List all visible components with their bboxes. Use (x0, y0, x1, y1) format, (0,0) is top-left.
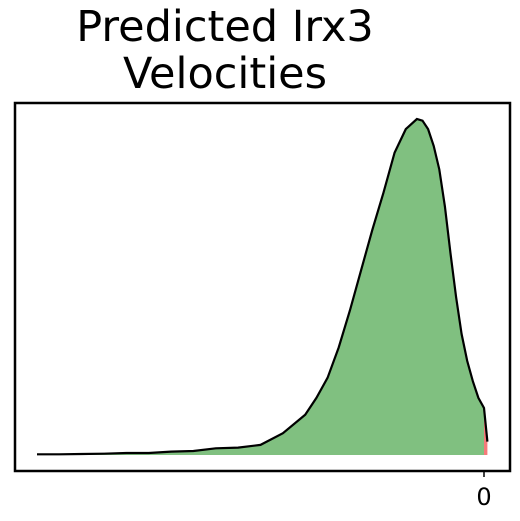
negative-velocity-area (37, 119, 484, 455)
chart-title: Predicted Irx3 Velocities (76, 2, 374, 99)
density-curve (37, 117, 489, 456)
plot-frame (13, 101, 512, 473)
x-tick-label: 0 (476, 483, 491, 511)
